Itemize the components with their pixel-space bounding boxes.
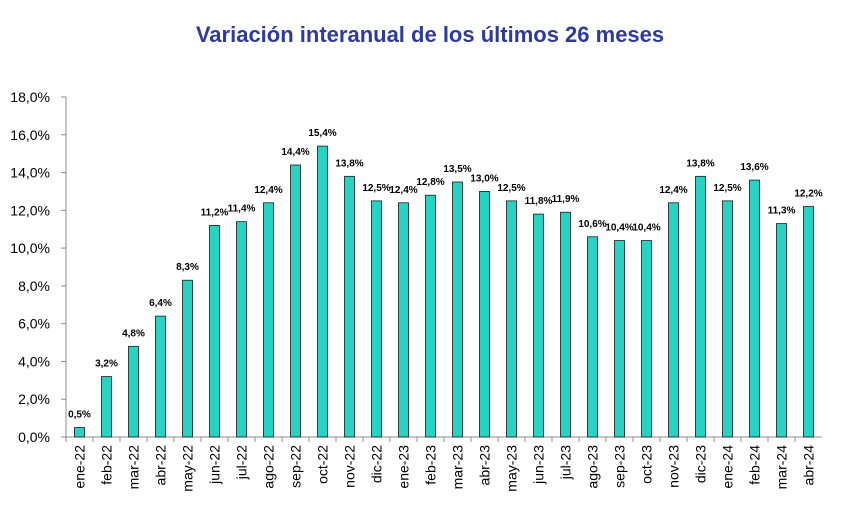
bar-jul-22: [236, 221, 247, 438]
data-label: 11,9%: [552, 194, 580, 205]
data-label: 12,5%: [362, 183, 390, 194]
bar-dic-22: [371, 200, 382, 438]
x-tick-label: jul-22: [234, 445, 250, 480]
data-label: 13,6%: [740, 162, 768, 173]
bar-mar-23: [452, 181, 463, 438]
x-tick-label: ene-22: [72, 445, 88, 489]
bar-mar-22: [128, 345, 139, 438]
y-tick-label: 12,0%: [10, 202, 50, 218]
y-tick-label: 4,0%: [18, 353, 50, 369]
x-tick-label: mar-22: [126, 445, 142, 490]
data-label: 13,0%: [470, 173, 498, 184]
bar-abr-22: [155, 315, 166, 438]
x-tick-label: mar-24: [774, 445, 790, 490]
data-label: 12,4%: [659, 185, 687, 196]
data-label: 12,5%: [713, 183, 741, 194]
x-tick-label: dic-22: [369, 445, 385, 483]
x-tick-label: nov-22: [342, 445, 358, 488]
y-tick-label: 16,0%: [10, 127, 50, 143]
bar-feb-22: [101, 376, 112, 438]
y-tick-label: 2,0%: [18, 391, 50, 407]
x-tick-label: abr-24: [801, 445, 817, 486]
data-label: 12,8%: [416, 177, 444, 188]
bar-may-22: [182, 279, 193, 438]
x-tick-label: abr-22: [153, 445, 169, 486]
data-label: 12,4%: [254, 185, 282, 196]
data-label: 8,3%: [176, 262, 199, 273]
data-label: 13,8%: [686, 158, 714, 169]
x-tick-label: may-22: [180, 445, 196, 492]
x-tick-label: jul-23: [558, 445, 574, 480]
data-label: 11,2%: [201, 207, 229, 218]
bar-nov-23: [668, 202, 679, 438]
bar-may-23: [506, 200, 517, 438]
x-tick-label: ago-22: [261, 445, 277, 489]
bar-abr-23: [479, 191, 490, 438]
x-tick-label: oct-23: [639, 445, 655, 484]
y-tick-label: 8,0%: [18, 278, 50, 294]
data-label: 14,4%: [281, 147, 309, 158]
x-tick-label: may-23: [504, 445, 520, 492]
data-label: 12,4%: [389, 185, 417, 196]
data-label: 10,4%: [605, 223, 633, 234]
x-tick-label: feb-23: [423, 445, 439, 485]
bar-jun-22: [209, 225, 220, 438]
data-label: 0,5%: [68, 410, 91, 421]
data-label: 11,3%: [768, 206, 796, 217]
data-label: 10,4%: [632, 223, 660, 234]
x-tick-label: oct-22: [315, 445, 331, 484]
data-label: 15,4%: [308, 128, 336, 139]
y-tick-label: 14,0%: [10, 165, 50, 181]
bar-ago-23: [587, 236, 598, 438]
bar-ene-24: [722, 200, 733, 438]
x-tick-label: feb-22: [99, 445, 115, 485]
chart-title: Variación interanual de los últimos 26 m…: [195, 22, 665, 47]
bar-dic-23: [695, 175, 706, 438]
x-tick-label: jun-23: [531, 445, 547, 485]
x-tick-label: ago-23: [585, 445, 601, 489]
x-tick-label: nov-23: [666, 445, 682, 488]
x-tick-label: ene-23: [396, 445, 412, 489]
data-label: 6,4%: [149, 298, 172, 309]
bar-ene-23: [398, 202, 409, 438]
data-label: 12,2%: [794, 189, 822, 200]
data-label: 3,2%: [95, 359, 118, 370]
bar-ago-22: [263, 202, 274, 438]
y-tick-label: 10,0%: [10, 240, 50, 256]
data-label: 13,5%: [443, 164, 471, 175]
bar-ene-22: [74, 427, 85, 438]
bar-sep-22: [290, 164, 301, 438]
x-tick-label: ene-24: [720, 445, 736, 489]
data-label: 11,8%: [525, 196, 553, 207]
x-tick-label: mar-23: [450, 445, 466, 490]
bar-feb-24: [749, 179, 760, 438]
x-tick-label: sep-22: [288, 445, 304, 488]
bar-feb-23: [425, 194, 436, 438]
data-label: 13,8%: [335, 158, 363, 169]
bar-jul-23: [560, 211, 571, 438]
data-label: 11,4%: [228, 204, 256, 215]
y-tick-label: 18,0%: [10, 89, 50, 105]
y-tick-label: 6,0%: [18, 316, 50, 332]
x-tick-label: abr-23: [477, 445, 493, 486]
bar-jun-23: [533, 213, 544, 438]
data-label: 12,5%: [497, 183, 525, 194]
bar-sep-23: [614, 240, 625, 438]
x-tick-label: feb-24: [747, 445, 763, 485]
bar-oct-23: [641, 240, 652, 438]
x-tick-label: dic-23: [693, 445, 709, 483]
bar-abr-24: [803, 206, 814, 438]
x-tick-label: jun-22: [207, 445, 223, 485]
y-tick-label: 0,0%: [18, 429, 50, 445]
bar-mar-24: [776, 223, 787, 438]
bar-oct-22: [317, 145, 328, 438]
bar-nov-22: [344, 175, 355, 438]
x-tick-label: sep-23: [612, 445, 628, 488]
data-label: 10,6%: [578, 219, 606, 230]
data-label: 4,8%: [122, 328, 145, 339]
